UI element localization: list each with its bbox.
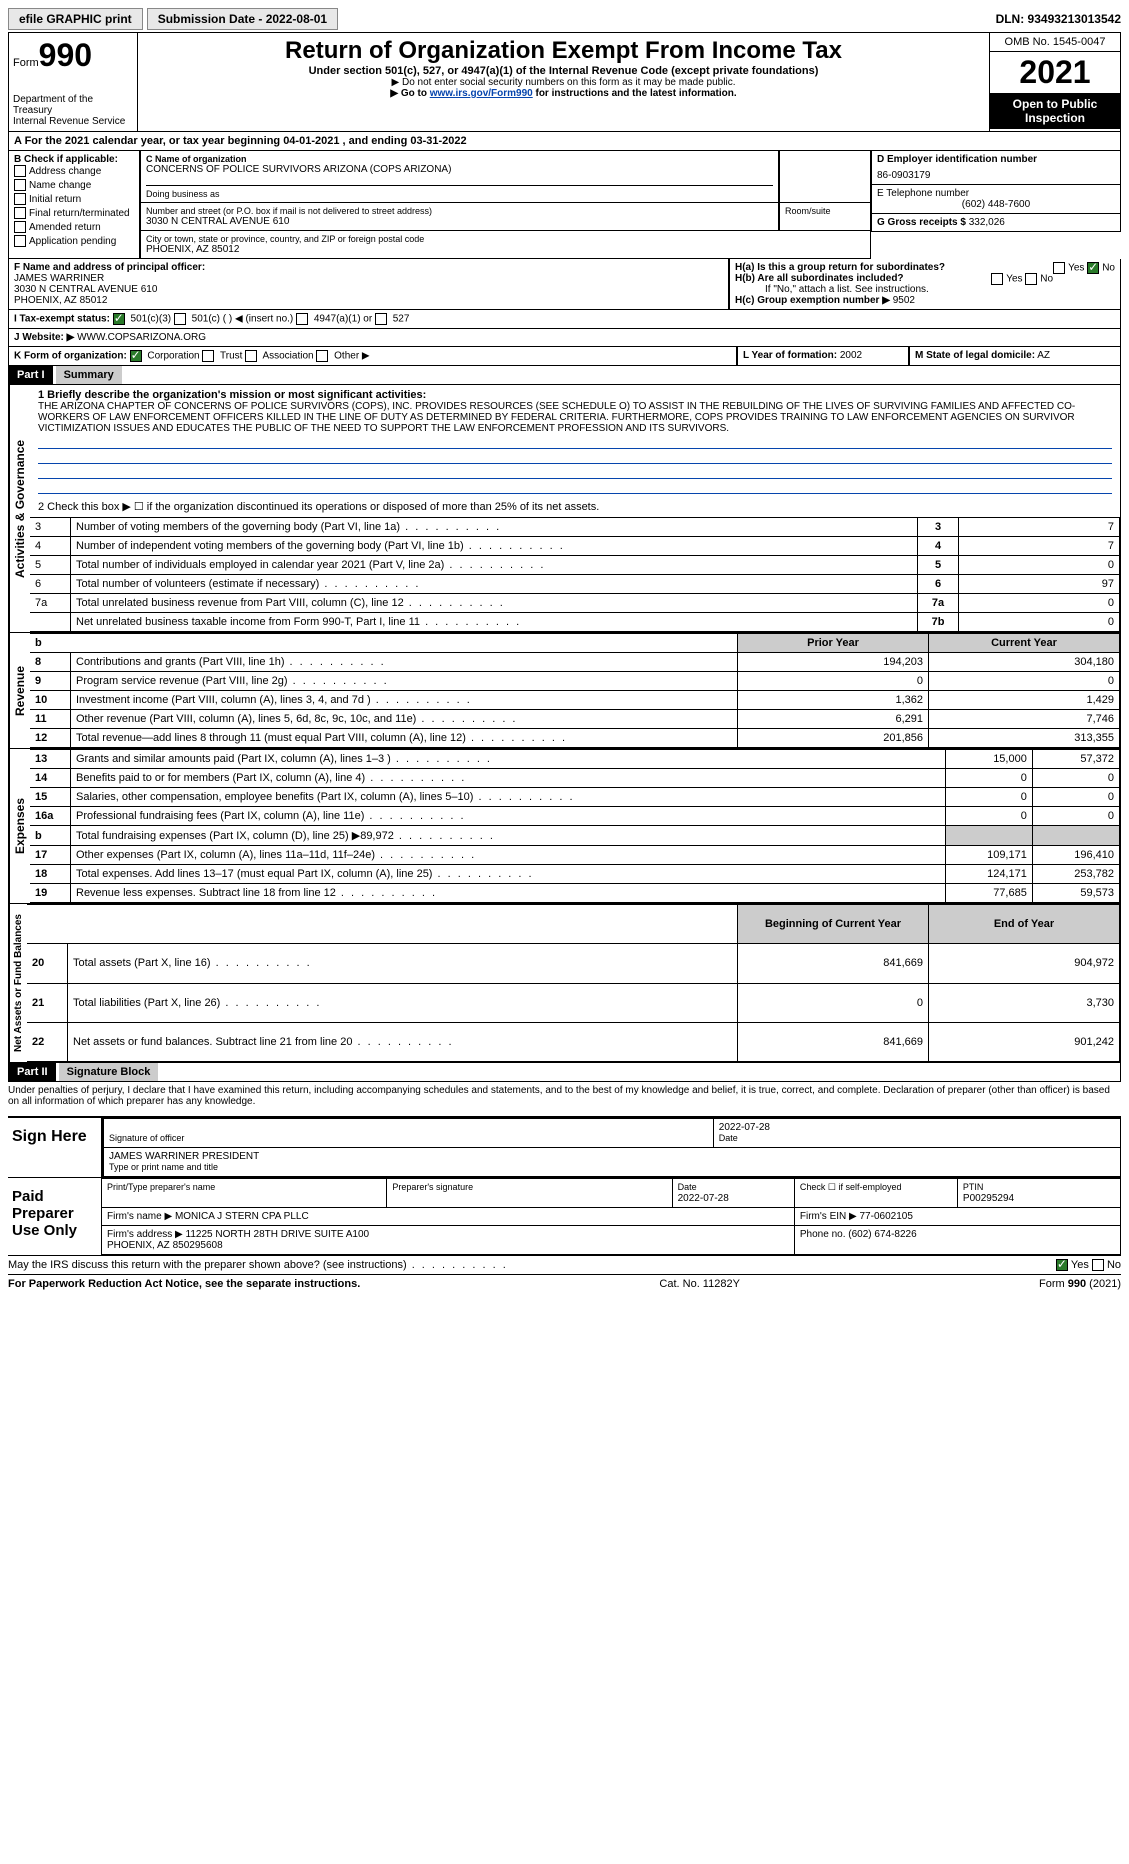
dept-text: Department of the Treasury Internal Reve…	[13, 94, 133, 127]
efile-button[interactable]: efile GRAPHIC print	[8, 8, 143, 30]
cb-501c3[interactable]	[113, 313, 125, 325]
officer-addr2: PHOENIX, AZ 85012	[14, 295, 723, 306]
hc-value: 9502	[893, 295, 915, 306]
section-b-header: B Check if applicable:	[14, 154, 134, 165]
open-public: Open to Public Inspection	[990, 93, 1120, 129]
submission-button[interactable]: Submission Date - 2022-08-01	[147, 8, 338, 30]
cb-initial-return[interactable]	[14, 193, 26, 205]
domicile-value: AZ	[1037, 350, 1050, 361]
website-label: J Website: ▶	[14, 332, 74, 343]
tax-status-label: I Tax-exempt status:	[14, 314, 110, 325]
irs-link[interactable]: www.irs.gov/Form990	[430, 88, 533, 99]
form-note1: ▶ Do not enter social security numbers o…	[142, 77, 985, 88]
cb-app-pending[interactable]	[14, 235, 26, 247]
hb-label: H(b) Are all subordinates included?	[735, 273, 904, 284]
part1-header: Part I	[9, 366, 53, 384]
org-address: 3030 N CENTRAL AVENUE 610	[146, 216, 773, 227]
cb-other[interactable]	[316, 350, 328, 362]
line2: 2 Check this box ▶ ☐ if the organization…	[38, 500, 1112, 513]
line1-label: 1 Briefly describe the organization's mi…	[38, 389, 1112, 401]
cb-ha-no[interactable]	[1087, 262, 1099, 274]
addr-label: Number and street (or P.O. box if mail i…	[146, 206, 773, 216]
website-value: WWW.COPSARIZONA.ORG	[77, 332, 206, 343]
header-bar: efile GRAPHIC print Submission Date - 20…	[8, 8, 1121, 30]
gross-value: 332,026	[969, 217, 1005, 228]
form-number: 990	[39, 37, 92, 73]
form-org-label: K Form of organization:	[14, 351, 127, 362]
domicile-label: M State of legal domicile:	[915, 350, 1035, 361]
cb-527[interactable]	[375, 313, 387, 325]
cb-name-change[interactable]	[14, 179, 26, 191]
net-assets-table: Beginning of Current YearEnd of Year20To…	[27, 904, 1120, 1062]
ha-label: H(a) Is this a group return for subordin…	[735, 262, 945, 273]
cb-assoc[interactable]	[245, 350, 257, 362]
form-label: Form	[13, 57, 39, 69]
section-b: B Check if applicable: Address change Na…	[8, 151, 140, 259]
omb-number: OMB No. 1545-0047	[990, 33, 1120, 52]
dln-text: DLN: 93493213013542	[342, 12, 1121, 26]
hc-label: H(c) Group exemption number ▶	[735, 295, 890, 306]
cb-hb-no[interactable]	[1025, 273, 1037, 285]
city-label: City or town, state or province, country…	[146, 234, 865, 244]
expenses-table: 13Grants and similar amounts paid (Part …	[30, 749, 1120, 903]
name-label: C Name of organization	[146, 154, 773, 164]
cb-corp[interactable]	[130, 350, 142, 362]
note2-post: for instructions and the latest informat…	[533, 88, 737, 99]
paid-preparer: Paid Preparer Use Only	[8, 1178, 101, 1255]
ein-label: D Employer identification number	[877, 154, 1115, 165]
officer-label: F Name and address of principal officer:	[14, 262, 723, 273]
cb-irs-yes[interactable]	[1056, 1259, 1068, 1271]
cb-ha-yes[interactable]	[1053, 262, 1065, 274]
dba-label: Doing business as	[146, 185, 773, 199]
part2-title: Signature Block	[59, 1063, 159, 1081]
form-title: Return of Organization Exempt From Incom…	[142, 37, 985, 65]
may-irs: May the IRS discuss this return with the…	[8, 1259, 407, 1271]
cb-final-return[interactable]	[14, 207, 26, 219]
hb-note: If "No," attach a list. See instructions…	[735, 284, 1115, 295]
officer-name: JAMES WARRINER	[14, 273, 723, 284]
part1-title: Summary	[56, 366, 122, 384]
ein-value: 86-0903179	[877, 170, 1115, 181]
note2-pre: ▶ Go to	[390, 88, 429, 99]
vert-revenue: Revenue	[9, 633, 30, 748]
phone-value: (602) 448-7600	[877, 199, 1115, 210]
section-a: A For the 2021 calendar year, or tax yea…	[8, 132, 1121, 151]
line1-text: THE ARIZONA CHAPTER OF CONCERNS OF POLIC…	[38, 401, 1112, 434]
footer-mid: Cat. No. 11282Y	[659, 1278, 740, 1290]
org-name: CONCERNS OF POLICE SURVIVORS ARIZONA (CO…	[146, 164, 773, 175]
org-city: PHOENIX, AZ 85012	[146, 244, 865, 255]
vert-net: Net Assets or Fund Balances	[9, 904, 27, 1062]
cb-irs-no[interactable]	[1092, 1259, 1104, 1271]
cb-501c[interactable]	[174, 313, 186, 325]
part2-header: Part II	[9, 1063, 56, 1081]
year-value: 2002	[840, 350, 862, 361]
officer-addr1: 3030 N CENTRAL AVENUE 610	[14, 284, 723, 295]
cb-hb-yes[interactable]	[991, 273, 1003, 285]
tax-year: 2021	[990, 52, 1120, 93]
revenue-table: bPrior YearCurrent Year8Contributions an…	[30, 633, 1120, 748]
governance-table: 3Number of voting members of the governi…	[30, 517, 1120, 632]
form-subtitle: Under section 501(c), 527, or 4947(a)(1)…	[142, 65, 985, 77]
declaration: Under penalties of perjury, I declare th…	[8, 1082, 1121, 1110]
sign-here: Sign Here	[8, 1118, 101, 1177]
gross-label: G Gross receipts $	[877, 217, 966, 228]
cb-address-change[interactable]	[14, 165, 26, 177]
year-label: L Year of formation:	[743, 350, 837, 361]
form-header: Form990 Department of the Treasury Inter…	[8, 32, 1121, 132]
cb-amended[interactable]	[14, 221, 26, 233]
vert-expenses: Expenses	[9, 749, 30, 903]
footer-left: For Paperwork Reduction Act Notice, see …	[8, 1278, 360, 1290]
vert-governance: Activities & Governance	[9, 385, 30, 632]
cb-4947[interactable]	[296, 313, 308, 325]
phone-label: E Telephone number	[877, 188, 1115, 199]
room-label: Room/suite	[779, 203, 871, 231]
cb-trust[interactable]	[202, 350, 214, 362]
